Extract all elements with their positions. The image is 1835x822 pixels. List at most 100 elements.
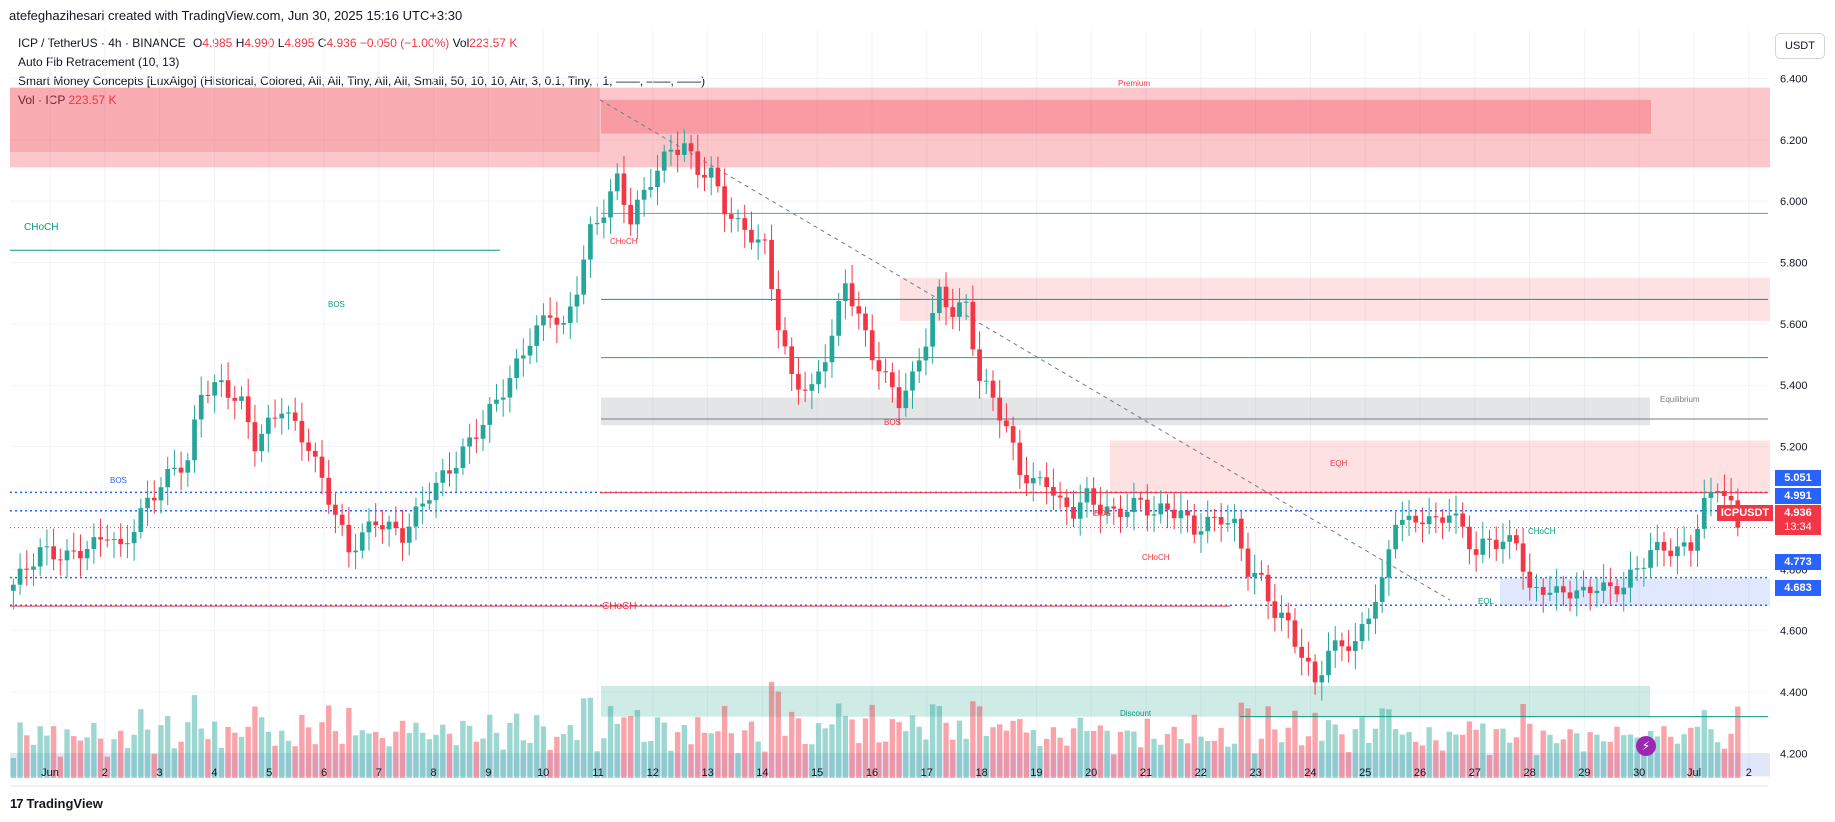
candle-body [400, 528, 405, 543]
candle-body [1453, 513, 1459, 516]
volume-bar [466, 725, 473, 778]
candle-body [1722, 490, 1727, 497]
candle-body [1306, 657, 1311, 662]
candle-body [1071, 506, 1076, 519]
volume-bar [64, 729, 70, 778]
volume-bar [373, 731, 379, 778]
zone-premium-left [10, 87, 600, 153]
candle-body [1010, 426, 1016, 443]
candle-body [1534, 587, 1539, 589]
candle-body [608, 191, 613, 218]
volume-bar [1178, 739, 1184, 778]
indicator-smc[interactable]: Smart Money Concepts [LuxAlgo] (Historic… [18, 74, 706, 88]
volume-bar [856, 743, 862, 778]
candle-body [487, 403, 493, 425]
symbol-row[interactable]: ICP / TetherUS · 4h · BINANCE O4.985 H4.… [18, 34, 705, 53]
volume-bar [1439, 750, 1446, 778]
candle-body [1601, 582, 1606, 591]
symbol-label[interactable]: ICP / TetherUS · 4h · BINANCE [18, 36, 186, 50]
volume-bar [1728, 733, 1734, 778]
candle-body [588, 224, 593, 260]
volume-bar [1701, 710, 1707, 778]
volume-bar [453, 745, 459, 778]
price-tag-5051: 5.051 [1775, 470, 1821, 486]
tradingview-logo[interactable]: 17 TradingView [10, 796, 103, 811]
candle-body [272, 417, 278, 419]
volume-bar [1533, 755, 1540, 778]
candle-body [822, 362, 828, 372]
volume-bar [581, 698, 587, 778]
candle-body [326, 477, 332, 505]
candle-body [1212, 516, 1217, 518]
candle-body [775, 288, 781, 331]
volume-bar [661, 722, 667, 778]
smc-label: CHoCH [24, 222, 58, 233]
indicator-fib[interactable]: Auto Fib Retracement (10, 13) [18, 55, 180, 69]
candle-body [1446, 515, 1452, 523]
smc-label: BOS [110, 476, 127, 485]
candle-body [970, 301, 976, 350]
volume-bar [1325, 720, 1332, 778]
volume-bar [1366, 742, 1372, 778]
candle-body [863, 313, 868, 331]
ohlc-high-label: H [235, 36, 245, 50]
volume-bar [252, 706, 258, 778]
volume-bar [1090, 730, 1097, 778]
candle-body [836, 300, 842, 336]
candle-body [245, 396, 251, 423]
candle-body [977, 349, 982, 381]
candle-body [1051, 487, 1056, 496]
volume-bar [1466, 721, 1473, 778]
volume-bar [1171, 726, 1177, 778]
smc-label: BOS [1094, 509, 1111, 518]
candle-body [869, 330, 875, 361]
volume-bar [1064, 745, 1070, 778]
volume-bar [688, 744, 694, 778]
candle-body [688, 143, 694, 152]
flash-icon[interactable]: ⚡ [1636, 736, 1656, 756]
volume-bar [1285, 727, 1291, 778]
candle-body [31, 566, 36, 570]
candle-body [1675, 546, 1680, 557]
candle-body [427, 500, 432, 504]
time-tick: 2 [1746, 767, 1752, 779]
volume-bar [393, 731, 399, 778]
volume-bar [1359, 717, 1365, 778]
volume-bar [1319, 740, 1325, 778]
volume-bar [205, 739, 211, 778]
volume-bar [1580, 751, 1587, 778]
volume-bar [1050, 727, 1057, 778]
candle-body [1165, 503, 1170, 510]
volume-bar [24, 735, 30, 778]
candle-body [594, 222, 600, 225]
volume-bar [500, 749, 506, 778]
volume-label: Vol [452, 36, 470, 50]
candle-body [279, 413, 285, 419]
time-tick: 25 [1359, 767, 1371, 779]
candle-body [24, 568, 30, 570]
volume-bar [272, 745, 278, 778]
volume-bar [1164, 734, 1171, 778]
volume-bar [1721, 748, 1728, 778]
volume-bar [1587, 732, 1593, 778]
ohlc-high: 4.990 [244, 36, 275, 50]
candle-body [1587, 586, 1593, 594]
candle-body [936, 286, 942, 314]
currency-badge[interactable]: USDT [1775, 33, 1825, 59]
price-tick: 4.600 [1780, 626, 1808, 638]
candle-body [373, 521, 379, 526]
smc-zones [10, 87, 1770, 777]
candle-body [1440, 517, 1445, 523]
volume-bar [178, 741, 184, 778]
volume-bar [1527, 723, 1533, 778]
candle-body [366, 521, 372, 533]
time-tick: 17 [921, 767, 933, 779]
candle-body [473, 437, 479, 439]
volume-bar [185, 722, 191, 778]
time-tick: 3 [157, 767, 163, 779]
volume-bar [446, 733, 453, 778]
volume-bar [232, 732, 238, 778]
volume-bar [1694, 726, 1701, 778]
candle-body [125, 543, 130, 545]
